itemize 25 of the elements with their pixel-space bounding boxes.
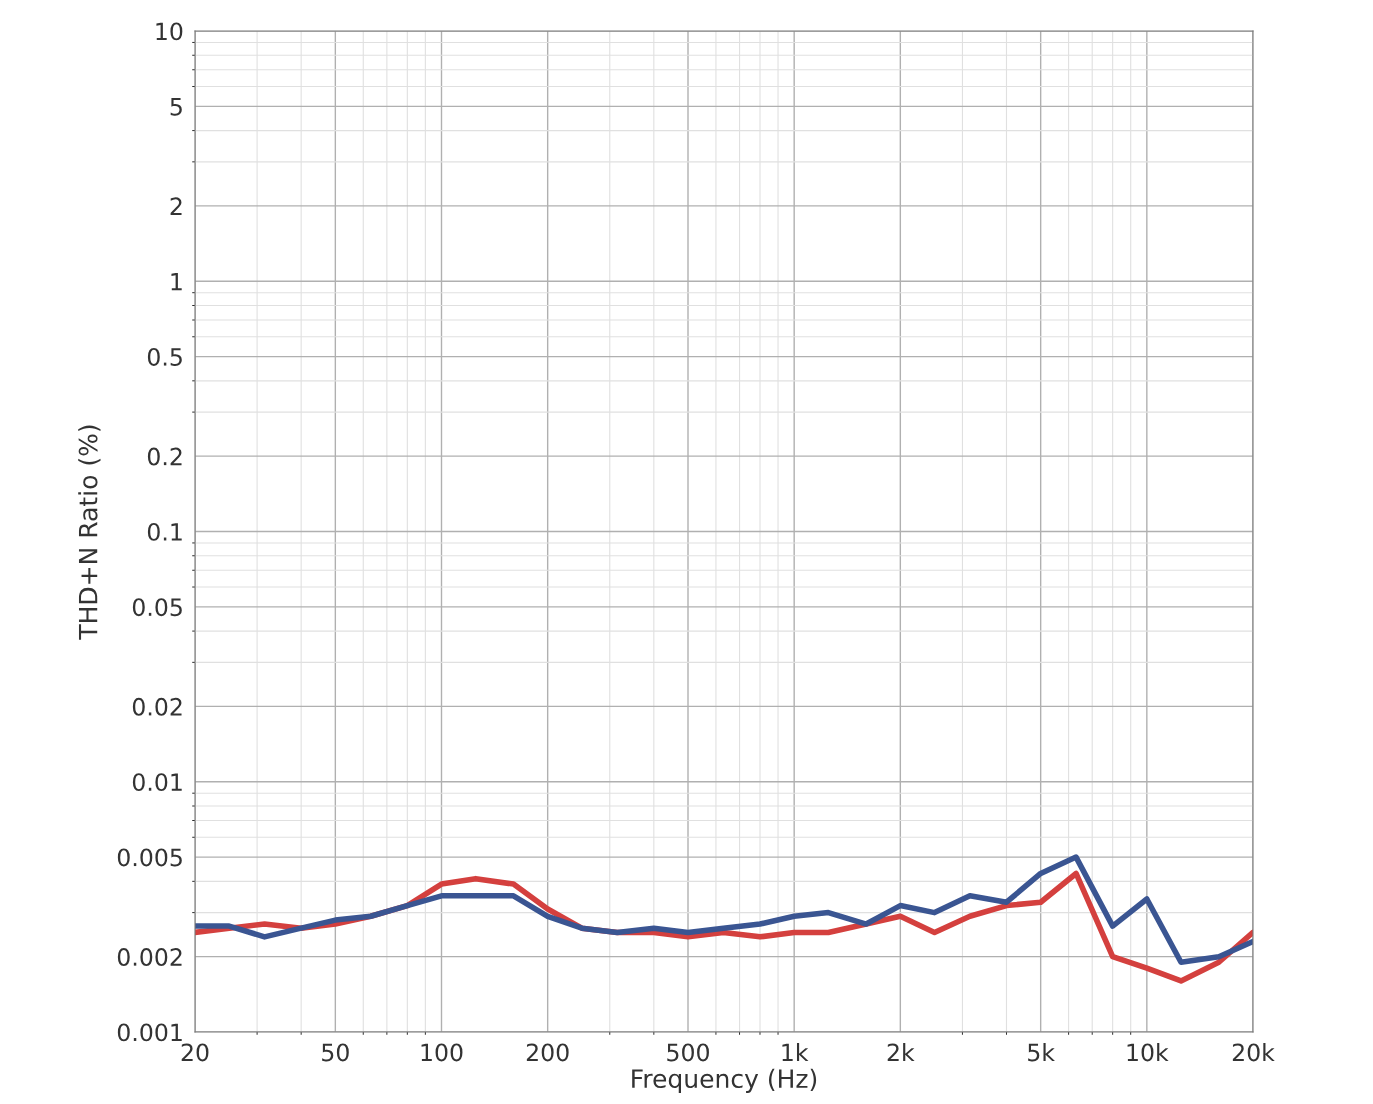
y-tick-label: 0.5 bbox=[147, 348, 182, 366]
y-tick-label: 1 bbox=[171, 273, 182, 291]
y-tick-label: 0.005 bbox=[117, 848, 182, 867]
x-tick-label: 5k bbox=[1028, 1043, 1055, 1062]
y-tick-label: 0.2 bbox=[147, 447, 182, 466]
y-tick-label: 0.05 bbox=[132, 598, 182, 617]
y-tick-label: 0.02 bbox=[132, 697, 182, 716]
x-axis-title: Frequency (Hz) bbox=[632, 1068, 817, 1093]
y-tick-label: 0.01 bbox=[132, 773, 182, 792]
y-tick-label: 5 bbox=[170, 98, 182, 116]
x-tick-label: 200 bbox=[526, 1043, 569, 1062]
y-tick-label: 0.002 bbox=[117, 948, 182, 966]
x-tick-label: 10k bbox=[1127, 1043, 1169, 1062]
x-tick-label: 100 bbox=[421, 1043, 463, 1062]
x-tick-label: 1k bbox=[782, 1043, 809, 1062]
y-tick-label: 2 bbox=[170, 197, 182, 215]
y-tick-label: 10 bbox=[156, 22, 183, 41]
x-tick-label: 500 bbox=[667, 1043, 709, 1062]
y-axis-title: THD+N Ratio (%) bbox=[78, 425, 101, 640]
x-tick-label: 50 bbox=[322, 1043, 349, 1062]
x-tick-label: 2k bbox=[887, 1043, 915, 1062]
y-tick-label: 0.001 bbox=[117, 1023, 182, 1042]
x-tick-label: 20k bbox=[1232, 1043, 1275, 1062]
x-tick-label: 20 bbox=[181, 1043, 209, 1062]
y-tick-label: 0.1 bbox=[147, 522, 182, 541]
